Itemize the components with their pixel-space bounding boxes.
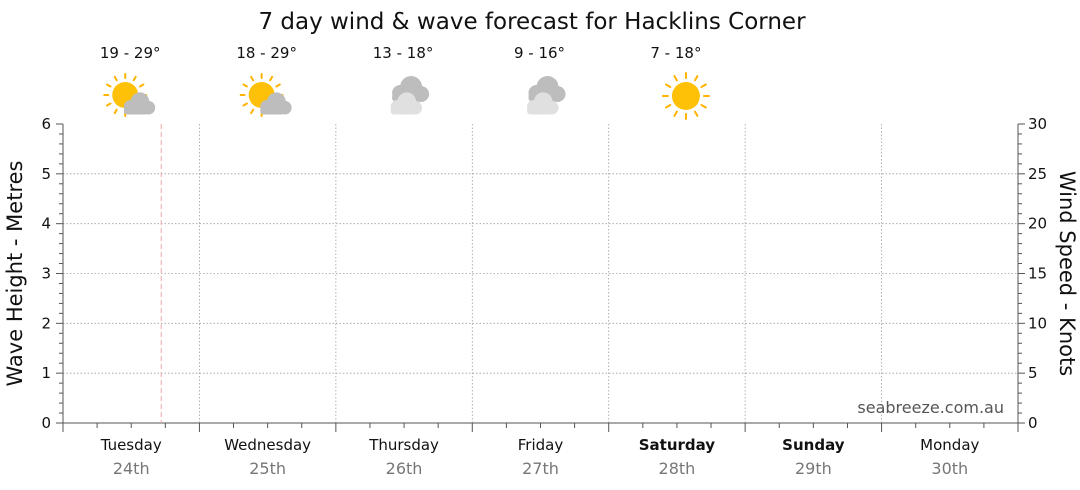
date-label: 29th xyxy=(795,459,832,478)
right-tick-label: 25 xyxy=(1028,165,1047,183)
watermark: seabreeze.com.au xyxy=(857,398,1004,417)
left-tick-label: 0 xyxy=(41,414,51,432)
partly-cloudy-icon xyxy=(103,73,156,117)
date-label: 28th xyxy=(659,459,696,478)
temperature-range: 18 - 29° xyxy=(236,44,297,62)
cloud-shape xyxy=(123,92,156,115)
y-axis-label-left: Wave Height - Metres xyxy=(3,161,27,387)
cloud-front-shape xyxy=(527,92,559,115)
cloudy-icon xyxy=(390,76,430,115)
sunny-icon xyxy=(661,72,710,120)
day-label: Monday xyxy=(920,436,979,454)
right-tick-label: 20 xyxy=(1028,215,1047,233)
weather-header: 19 - 29° 18 - 29° 13 - 18° 9 - 16° 7 - 18° xyxy=(100,44,710,120)
left-tick-label: 5 xyxy=(41,165,51,183)
right-tick-label: 5 xyxy=(1028,364,1038,382)
right-tick-label: 30 xyxy=(1028,115,1047,133)
right-tick-label: 15 xyxy=(1028,265,1047,283)
right-tick-label: 0 xyxy=(1028,414,1038,432)
grid xyxy=(63,124,1018,423)
left-tick-label: 3 xyxy=(41,265,51,283)
axes: 0 1 2 3 4 5 6 0 5 10 15 20 25 30 Tuesday 24th Wednesday 2… xyxy=(41,115,1047,478)
day-label: Tuesday xyxy=(100,436,162,454)
day-label: Thursday xyxy=(368,436,439,454)
temperature-range: 7 - 18° xyxy=(650,44,701,62)
left-tick-label: 1 xyxy=(41,364,51,382)
cloud-shape xyxy=(260,92,292,115)
date-label: 26th xyxy=(386,459,423,478)
date-label: 27th xyxy=(522,459,559,478)
temperature-range: 19 - 29° xyxy=(100,44,161,62)
y-axis-label-right: Wind Speed - Knots xyxy=(1055,171,1079,376)
partly-cloudy-icon xyxy=(239,73,292,117)
right-tick-label: 10 xyxy=(1028,314,1047,332)
day-label: Friday xyxy=(518,436,564,454)
temperature-range: 13 - 18° xyxy=(373,44,434,62)
day-label: Sunday xyxy=(782,436,845,454)
day-label: Wednesday xyxy=(224,436,311,454)
date-label: 25th xyxy=(249,459,286,478)
temperature-range: 9 - 16° xyxy=(514,44,565,62)
day-label: Saturday xyxy=(639,436,716,454)
date-label: 30th xyxy=(931,459,968,478)
sun-shape xyxy=(661,72,710,120)
cloud-front-shape xyxy=(390,92,423,115)
date-label: 24th xyxy=(113,459,150,478)
cloudy-icon xyxy=(527,76,566,115)
left-tick-label: 4 xyxy=(41,215,51,233)
chart-title: 7 day wind & wave forecast for Hacklins … xyxy=(258,9,806,35)
left-tick-label: 6 xyxy=(41,115,51,133)
left-tick-label: 2 xyxy=(41,314,51,332)
